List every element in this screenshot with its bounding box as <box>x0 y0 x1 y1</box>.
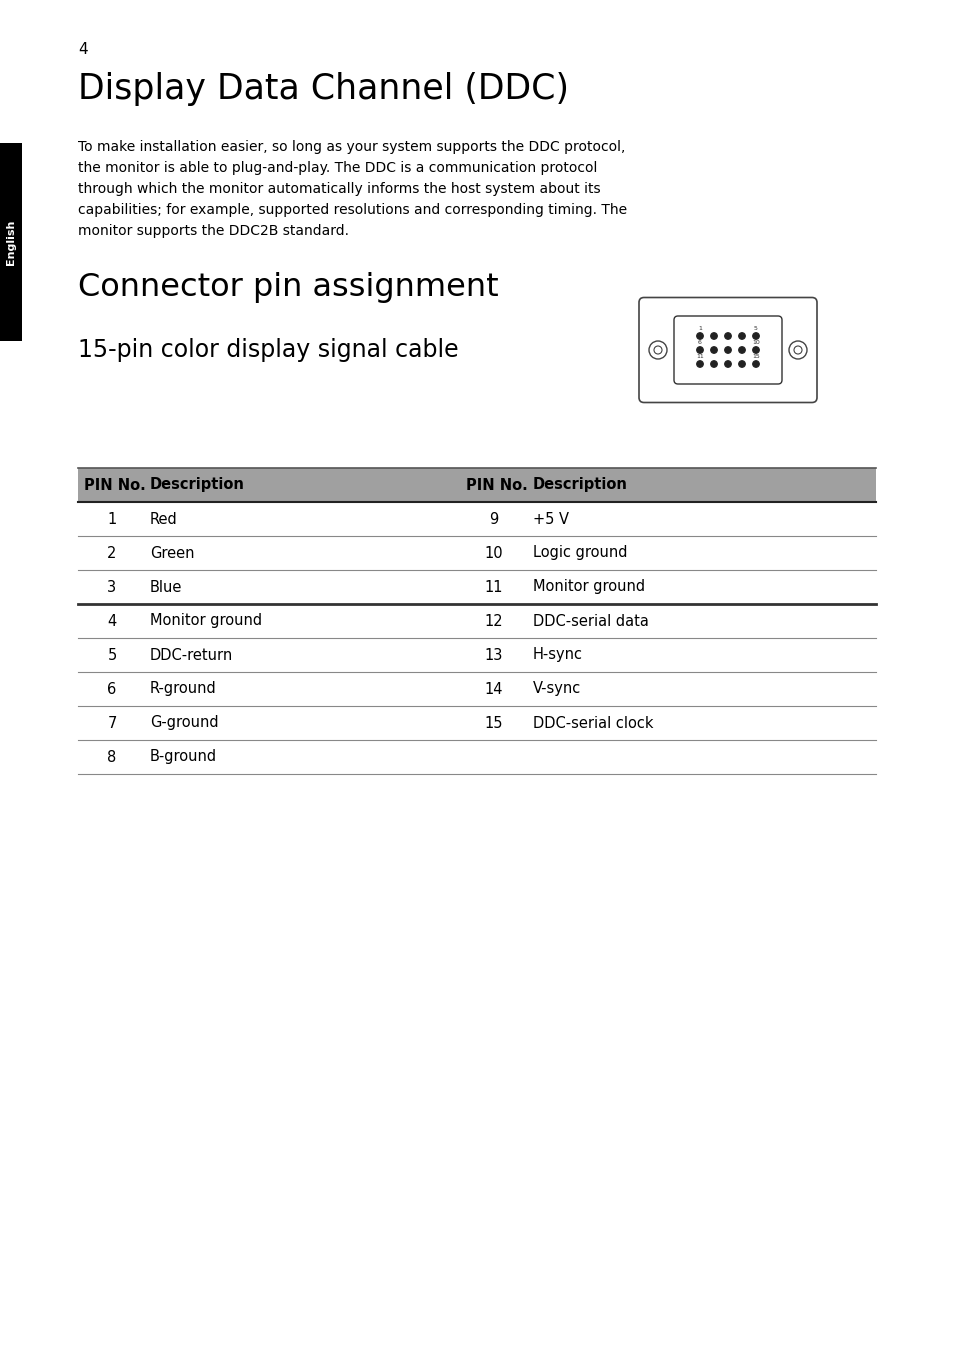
Text: 8: 8 <box>108 749 116 764</box>
Text: B-ground: B-ground <box>150 749 217 764</box>
Text: Monitor ground: Monitor ground <box>533 579 644 594</box>
Text: the monitor is able to plug-and-play. The DDC is a communication protocol: the monitor is able to plug-and-play. Th… <box>78 162 597 175</box>
Bar <box>78 468 875 502</box>
Text: 10: 10 <box>751 341 760 345</box>
Circle shape <box>752 333 759 340</box>
Text: 1: 1 <box>698 326 701 331</box>
Circle shape <box>696 333 702 340</box>
Text: DDC-serial data: DDC-serial data <box>533 613 648 628</box>
Text: PIN No.: PIN No. <box>465 478 527 493</box>
Text: 15: 15 <box>751 355 760 360</box>
Text: Red: Red <box>150 512 177 527</box>
Circle shape <box>724 346 730 353</box>
Text: H-sync: H-sync <box>533 648 582 663</box>
FancyBboxPatch shape <box>673 316 781 383</box>
Circle shape <box>710 346 717 353</box>
Circle shape <box>710 361 717 367</box>
Text: 11: 11 <box>484 579 503 594</box>
Circle shape <box>738 361 744 367</box>
Text: 13: 13 <box>484 648 502 663</box>
Text: Description: Description <box>150 478 245 493</box>
Text: 4: 4 <box>78 42 88 57</box>
Circle shape <box>738 333 744 340</box>
Text: 2: 2 <box>107 545 116 560</box>
Circle shape <box>696 361 702 367</box>
Text: PIN No.: PIN No. <box>84 478 146 493</box>
Text: 11: 11 <box>696 355 703 360</box>
Text: 14: 14 <box>484 682 503 697</box>
Circle shape <box>724 361 730 367</box>
FancyBboxPatch shape <box>639 297 816 402</box>
Text: Description: Description <box>533 478 627 493</box>
Circle shape <box>752 361 759 367</box>
Text: Connector pin assignment: Connector pin assignment <box>78 272 498 303</box>
Text: capabilities; for example, supported resolutions and corresponding timing. The: capabilities; for example, supported res… <box>78 203 626 218</box>
Text: 5: 5 <box>108 648 116 663</box>
Text: Display Data Channel (DDC): Display Data Channel (DDC) <box>78 73 568 105</box>
Text: Blue: Blue <box>150 579 182 594</box>
Circle shape <box>710 333 717 340</box>
Text: V-sync: V-sync <box>533 682 580 697</box>
Text: 9: 9 <box>489 512 498 527</box>
Text: Monitor ground: Monitor ground <box>150 613 262 628</box>
Text: monitor supports the DDC2B standard.: monitor supports the DDC2B standard. <box>78 225 349 238</box>
Text: through which the monitor automatically informs the host system about its: through which the monitor automatically … <box>78 182 600 196</box>
Text: 5: 5 <box>753 326 757 331</box>
Circle shape <box>752 346 759 353</box>
Text: 10: 10 <box>484 545 503 560</box>
Circle shape <box>648 341 666 359</box>
Circle shape <box>654 346 661 355</box>
Text: R-ground: R-ground <box>150 682 216 697</box>
Bar <box>0 142 22 341</box>
Text: Logic ground: Logic ground <box>533 545 627 560</box>
Text: 12: 12 <box>484 613 503 628</box>
Text: 3: 3 <box>108 579 116 594</box>
Text: +5 V: +5 V <box>533 512 568 527</box>
Circle shape <box>724 333 730 340</box>
Text: 7: 7 <box>107 716 116 731</box>
Circle shape <box>788 341 806 359</box>
Text: Green: Green <box>150 545 194 560</box>
Text: 15-pin color display signal cable: 15-pin color display signal cable <box>78 338 458 361</box>
Circle shape <box>696 346 702 353</box>
Text: DDC-serial clock: DDC-serial clock <box>533 716 653 731</box>
Text: 4: 4 <box>108 613 116 628</box>
Text: 15: 15 <box>484 716 503 731</box>
Text: 1: 1 <box>108 512 116 527</box>
Text: DDC-return: DDC-return <box>150 648 233 663</box>
Text: To make installation easier, so long as your system supports the DDC protocol,: To make installation easier, so long as … <box>78 140 625 153</box>
Text: 6: 6 <box>108 682 116 697</box>
Text: G-ground: G-ground <box>150 716 218 731</box>
Circle shape <box>793 346 801 355</box>
Circle shape <box>738 346 744 353</box>
Text: English: English <box>6 219 16 264</box>
Text: 6: 6 <box>698 341 701 345</box>
